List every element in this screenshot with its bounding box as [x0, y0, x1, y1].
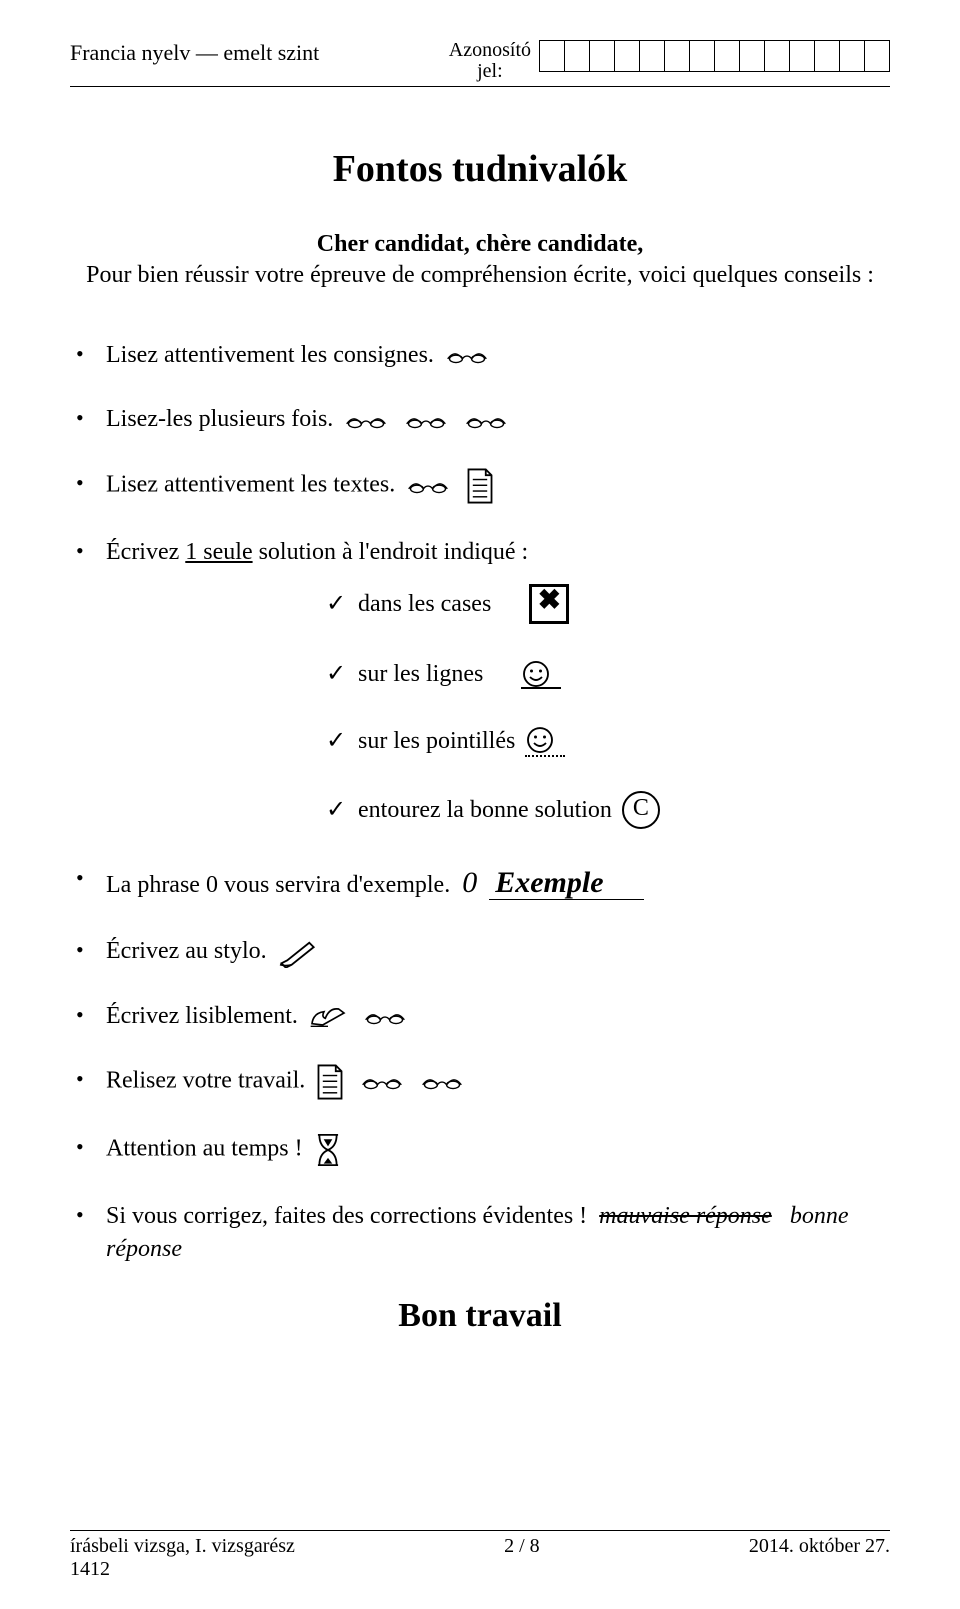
- xbox: ✖: [529, 584, 569, 624]
- id-cell[interactable]: [865, 40, 890, 72]
- sheet-icon: [465, 468, 495, 504]
- bullet-4-post: solution à l'endroit indiqué :: [253, 539, 529, 565]
- bullet-7: Écrivez lisiblement.: [70, 1000, 890, 1032]
- example-word: Exemple: [489, 866, 643, 900]
- sub-lines: ✓ sur les lignes: [326, 658, 890, 690]
- header-bar: Francia nyelv — emelt szint Azonosító je…: [70, 40, 890, 87]
- bullet-5: La phrase 0 vous servira d'exemple. 0 Ex…: [70, 863, 890, 904]
- bullet-4-u: 1 seule: [185, 539, 252, 565]
- bon-travail: Bon travail: [70, 1297, 890, 1335]
- bullet-3-text: Lisez attentivement les textes.: [106, 471, 395, 497]
- bullet-2: Lisez-les plusieurs fois.: [70, 403, 890, 435]
- dotted-line: [525, 725, 565, 757]
- sub-lines-text: sur les lignes: [358, 658, 483, 690]
- solid-line: [521, 659, 561, 689]
- pen-icon: [277, 938, 321, 968]
- sheet-icon: [315, 1064, 345, 1100]
- sub-cases-text: dans les cases: [358, 588, 491, 620]
- id-cell[interactable]: [640, 40, 665, 72]
- bullet-7-text: Écrivez lisiblement.: [106, 1003, 298, 1029]
- check-icon: ✓: [326, 588, 348, 620]
- footer-left-1: írásbeli vizsga, I. vizsgarész: [70, 1535, 295, 1557]
- smile-icon: [525, 725, 555, 755]
- instructions-list: Lisez attentivement les consignes. Lisez…: [70, 339, 890, 1265]
- id-cell[interactable]: [590, 40, 615, 72]
- id-cell[interactable]: [790, 40, 815, 72]
- page-title: Fontos tudnivalók: [70, 147, 890, 191]
- bullet-10: Si vous corrigez, faites des corrections…: [70, 1200, 890, 1265]
- glasses-icon: [343, 410, 389, 432]
- hourglass-icon: [313, 1132, 343, 1168]
- header-id-label: Azonosító jel:: [449, 40, 531, 82]
- glasses-icon: [405, 475, 451, 497]
- id-cell[interactable]: [665, 40, 690, 72]
- bullet-4-pre: Écrivez: [106, 539, 185, 565]
- sub-circle-text: entourez la bonne solution: [358, 794, 612, 826]
- header-id-label-2: jel:: [477, 60, 503, 82]
- bullet-8-text: Relisez votre travail.: [106, 1068, 305, 1094]
- bullet-1: Lisez attentivement les consignes.: [70, 339, 890, 371]
- bullet-9-text: Attention au temps !: [106, 1136, 303, 1162]
- sub-circle: ✓ entourez la bonne solution C: [326, 791, 890, 829]
- greeting: Cher candidat, chère candidate,: [70, 231, 890, 258]
- sub-dots-text: sur les pointillés: [358, 725, 515, 757]
- glasses-icon: [463, 410, 509, 432]
- id-cell[interactable]: [539, 40, 565, 72]
- glasses-icon: [444, 345, 490, 367]
- id-cell[interactable]: [715, 40, 740, 72]
- footer: írásbeli vizsga, I. vizsgarész 1412 2 / …: [70, 1530, 890, 1581]
- bad-answer: mauvaise réponse: [599, 1203, 772, 1229]
- header-right: Azonosító jel:: [449, 40, 890, 82]
- glasses-icon: [419, 1071, 465, 1093]
- bullet-8: Relisez votre travail.: [70, 1064, 890, 1100]
- footer-left: írásbeli vizsga, I. vizsgarész 1412: [70, 1535, 295, 1581]
- bullet-3: Lisez attentivement les textes.: [70, 468, 890, 504]
- check-icon: ✓: [326, 658, 348, 690]
- id-cell[interactable]: [765, 40, 790, 72]
- id-cell[interactable]: [815, 40, 840, 72]
- bullet-6-text: Écrivez au stylo.: [106, 938, 267, 964]
- header-id-label-1: Azonosító: [449, 39, 531, 61]
- bullet-2-text: Lisez-les plusieurs fois.: [106, 406, 333, 432]
- id-cell[interactable]: [840, 40, 865, 72]
- bullet-9: Attention au temps !: [70, 1132, 890, 1168]
- intro: Pour bien réussir votre épreuve de compr…: [70, 262, 890, 289]
- id-cell[interactable]: [565, 40, 590, 72]
- bullet-1-text: Lisez attentivement les consignes.: [106, 342, 434, 368]
- example-zero: 0: [462, 866, 477, 899]
- footer-left-2: 1412: [70, 1558, 110, 1580]
- hand-icon: [308, 1002, 348, 1032]
- circle-c: C: [622, 791, 660, 829]
- glasses-icon: [362, 1006, 408, 1028]
- id-cell[interactable]: [615, 40, 640, 72]
- id-boxes: [539, 40, 890, 72]
- check-icon: ✓: [326, 794, 348, 826]
- sub-cases: ✓ dans les cases ✖: [326, 584, 890, 624]
- check-icon: ✓: [326, 725, 348, 757]
- bullet-4: Écrivez 1 seule solution à l'endroit ind…: [70, 536, 890, 829]
- bullet-6: Écrivez au stylo.: [70, 935, 890, 967]
- footer-right: 2014. október 27.: [749, 1535, 890, 1581]
- smile-icon: [521, 659, 551, 689]
- footer-mid: 2 / 8: [504, 1535, 540, 1581]
- header-left: Francia nyelv — emelt szint: [70, 40, 319, 66]
- id-cell[interactable]: [690, 40, 715, 72]
- bullet-5-text: La phrase 0 vous servira d'exemple.: [106, 872, 450, 898]
- sub-dots: ✓ sur les pointillés: [326, 725, 890, 757]
- id-cell[interactable]: [740, 40, 765, 72]
- bullet-10-text: Si vous corrigez, faites des corrections…: [106, 1203, 587, 1229]
- glasses-icon: [403, 410, 449, 432]
- glasses-icon: [359, 1071, 405, 1093]
